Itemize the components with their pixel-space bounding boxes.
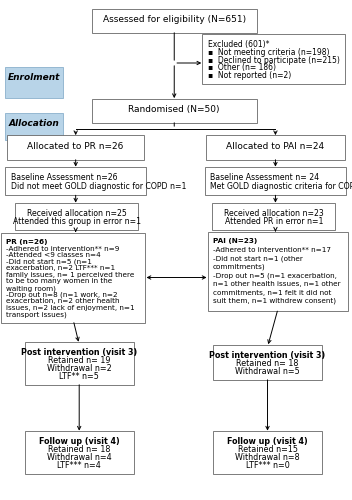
Text: Enrolment: Enrolment <box>8 73 61 82</box>
Text: ▪  Not reported (n=2): ▪ Not reported (n=2) <box>208 71 291 80</box>
Text: -Did not start n=1 (other: -Did not start n=1 (other <box>213 256 303 262</box>
Text: -Adhered to intervention** n=9: -Adhered to intervention** n=9 <box>6 246 120 252</box>
FancyBboxPatch shape <box>92 8 257 32</box>
FancyBboxPatch shape <box>5 167 146 195</box>
Text: Received allocation n=25: Received allocation n=25 <box>27 210 127 218</box>
FancyBboxPatch shape <box>213 431 322 474</box>
Text: Allocated to PR n=26: Allocated to PR n=26 <box>27 142 124 151</box>
FancyBboxPatch shape <box>25 431 134 474</box>
Text: Retained n=15: Retained n=15 <box>238 446 297 454</box>
FancyBboxPatch shape <box>205 167 346 195</box>
FancyBboxPatch shape <box>25 342 134 384</box>
Text: Retained n= 18: Retained n= 18 <box>236 359 299 368</box>
Text: -Drop out n=8 (n=1 work, n=2: -Drop out n=8 (n=1 work, n=2 <box>6 292 118 298</box>
Text: Excluded (601)*: Excluded (601)* <box>208 40 269 49</box>
Text: Did not meet GOLD diagnostic for COPD n=1: Did not meet GOLD diagnostic for COPD n=… <box>11 182 186 191</box>
Text: LTF** n=5: LTF** n=5 <box>59 372 99 381</box>
Text: Allocated to PAI n=24: Allocated to PAI n=24 <box>226 142 325 151</box>
Text: -Drop out n=5 (n=1 exacerbation,: -Drop out n=5 (n=1 exacerbation, <box>213 272 337 279</box>
Text: -Did not start n=5 (n=1: -Did not start n=5 (n=1 <box>6 259 92 265</box>
Text: LTF*** n=4: LTF*** n=4 <box>57 461 101 470</box>
Text: Follow up (visit 4): Follow up (visit 4) <box>227 438 308 446</box>
Text: Attended PR in error n=1: Attended PR in error n=1 <box>225 218 323 226</box>
FancyBboxPatch shape <box>202 34 345 84</box>
FancyBboxPatch shape <box>206 136 345 160</box>
Text: Withdrawal n=4: Withdrawal n=4 <box>47 453 112 462</box>
FancyBboxPatch shape <box>15 203 138 230</box>
Text: to be too many women in the: to be too many women in the <box>6 278 113 284</box>
Text: Allocation: Allocation <box>9 119 60 128</box>
Text: transport issues): transport issues) <box>6 312 67 318</box>
Text: Assessed for eligibility (N=651): Assessed for eligibility (N=651) <box>103 15 246 24</box>
FancyBboxPatch shape <box>5 66 63 98</box>
FancyBboxPatch shape <box>7 136 144 160</box>
Text: PAI (N=23): PAI (N=23) <box>213 238 257 244</box>
Text: commitments): commitments) <box>213 264 266 270</box>
FancyBboxPatch shape <box>208 232 348 311</box>
Text: Post intervention (visit 3): Post intervention (visit 3) <box>209 351 326 360</box>
Text: ▪  Other (n= 186): ▪ Other (n= 186) <box>208 64 276 72</box>
Text: ▪  Declined to participate (n=215): ▪ Declined to participate (n=215) <box>208 56 340 64</box>
Text: LTF*** n=0: LTF*** n=0 <box>246 461 289 470</box>
Text: PR (n=26): PR (n=26) <box>6 239 48 245</box>
Text: waiting room): waiting room) <box>6 285 56 292</box>
Text: n=1 other health issues, n=1 other: n=1 other health issues, n=1 other <box>213 281 341 287</box>
Text: Baseline Assessment n=26: Baseline Assessment n=26 <box>11 174 117 182</box>
FancyBboxPatch shape <box>92 98 257 122</box>
Text: -Adhered to intervention** n=17: -Adhered to intervention** n=17 <box>213 247 331 253</box>
Text: issues, n=2 lack of enjoyment, n=1: issues, n=2 lack of enjoyment, n=1 <box>6 305 135 311</box>
Text: Baseline Assessment n= 24: Baseline Assessment n= 24 <box>210 174 320 182</box>
Text: Randomised (N=50): Randomised (N=50) <box>128 105 220 114</box>
FancyBboxPatch shape <box>1 232 145 322</box>
Text: Retained n= 19: Retained n= 19 <box>48 356 111 366</box>
Text: Withdrawal n=2: Withdrawal n=2 <box>47 364 112 373</box>
FancyBboxPatch shape <box>5 112 63 140</box>
Text: Met GOLD diagnostic criteria for COPD n=24: Met GOLD diagnostic criteria for COPD n=… <box>210 182 352 191</box>
FancyBboxPatch shape <box>212 203 335 230</box>
Text: suit them, n=1 withdrew consent): suit them, n=1 withdrew consent) <box>213 298 336 304</box>
Text: ▪  Not meeting criteria (n=198): ▪ Not meeting criteria (n=198) <box>208 48 329 57</box>
Text: Attended this group in error n=1: Attended this group in error n=1 <box>13 218 141 226</box>
Text: commitments, n=1 felt it did not: commitments, n=1 felt it did not <box>213 290 331 296</box>
Text: Withdrawal n=8: Withdrawal n=8 <box>235 453 300 462</box>
Text: Withdrawal n=5: Withdrawal n=5 <box>235 367 300 376</box>
Text: -Attended <9 classes n=4: -Attended <9 classes n=4 <box>6 252 101 258</box>
Text: family issues, n= 1 perceived there: family issues, n= 1 perceived there <box>6 272 135 278</box>
Text: exacerbation, n=2 other health: exacerbation, n=2 other health <box>6 298 120 304</box>
Text: exacerbation, n=2 LTF*** n=1: exacerbation, n=2 LTF*** n=1 <box>6 266 115 272</box>
FancyBboxPatch shape <box>213 344 322 380</box>
Text: Retained n= 18: Retained n= 18 <box>48 446 111 454</box>
Text: Post intervention (visit 3): Post intervention (visit 3) <box>21 348 137 358</box>
Text: Follow up (visit 4): Follow up (visit 4) <box>39 438 120 446</box>
Text: Received allocation n=23: Received allocation n=23 <box>224 210 324 218</box>
